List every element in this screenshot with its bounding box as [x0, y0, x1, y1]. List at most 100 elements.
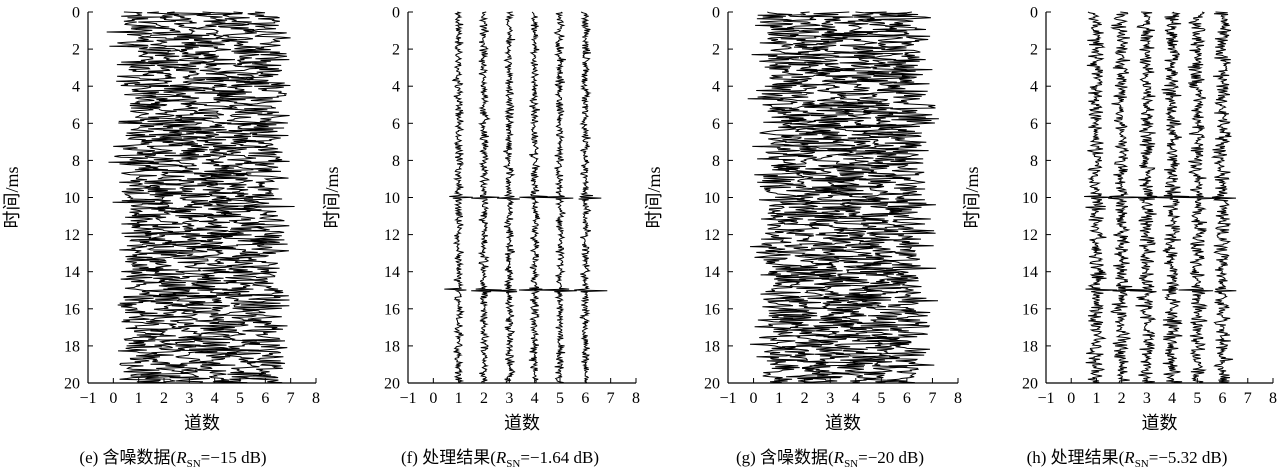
- x-tick-label: −1: [719, 390, 736, 407]
- caption-var: R: [175, 448, 187, 467]
- y-tick-label: 14: [64, 264, 80, 281]
- x-axis-label: 道数: [1142, 413, 1178, 433]
- y-tick-label: 10: [704, 190, 720, 207]
- y-tick-label: 0: [712, 5, 720, 22]
- y-tick-label: 20: [64, 376, 80, 393]
- y-tick-label: 14: [1022, 264, 1038, 281]
- y-tick-label: 16: [1022, 301, 1038, 318]
- caption-prefix: (g) 含噪数据(: [736, 448, 834, 467]
- x-tick-label: 5: [1193, 390, 1201, 407]
- x-tick-label: 4: [531, 390, 539, 407]
- caption-prefix: (h) 处理结果(: [1027, 448, 1125, 467]
- y-tick-label: 20: [384, 376, 400, 393]
- trace-3: [489, 11, 520, 383]
- x-tick-label: 3: [1143, 390, 1151, 407]
- y-tick-label: 0: [392, 5, 400, 22]
- y-tick-label: 8: [1030, 153, 1038, 170]
- caption-sub: SN: [187, 458, 201, 470]
- y-tick-label: 10: [384, 190, 400, 207]
- trace-3: [796, 11, 865, 384]
- y-tick-label: 12: [384, 227, 400, 244]
- trace-6: [1210, 11, 1237, 384]
- trace-2: [471, 11, 502, 383]
- y-tick-label: 12: [64, 227, 80, 244]
- y-tick-label: 6: [1030, 116, 1038, 133]
- trace-1: [1084, 11, 1118, 384]
- trace-1: [106, 11, 171, 384]
- x-tick-label: 1: [1092, 390, 1100, 407]
- trace-6: [871, 11, 939, 384]
- panel-caption: (f) 处理结果(RSN=−1.64 dB): [401, 448, 599, 470]
- x-axis-label: 道数: [825, 413, 861, 433]
- y-tick-label: 18: [704, 338, 720, 355]
- y-axis-label: 时间/ms: [962, 166, 982, 228]
- y-tick-label: 8: [72, 153, 80, 170]
- y-tick-label: 2: [1030, 42, 1038, 59]
- y-tick-label: 10: [1022, 190, 1038, 207]
- x-tick-label: 0: [750, 390, 758, 407]
- y-tick-label: 14: [384, 264, 400, 281]
- x-tick-label: 3: [505, 390, 513, 407]
- caption-suffix: =−15 dB): [201, 448, 267, 467]
- y-tick-label: 6: [712, 116, 720, 133]
- y-axis-label: 时间/ms: [644, 166, 664, 228]
- x-tick-label: 2: [480, 390, 488, 407]
- x-tick-label: 1: [455, 390, 463, 407]
- x-tick-label: −1: [1037, 390, 1054, 407]
- x-tick-label: 6: [903, 390, 911, 407]
- y-tick-label: 8: [392, 153, 400, 170]
- x-tick-label: 1: [135, 390, 143, 407]
- y-tick-label: 2: [392, 42, 400, 59]
- y-tick-label: 6: [392, 116, 400, 133]
- trace-4: [518, 11, 548, 383]
- y-tick-label: 0: [1030, 5, 1038, 22]
- x-tick-label: 2: [1118, 390, 1126, 407]
- x-tick-label: 6: [581, 390, 589, 407]
- x-tick-label: 8: [1269, 390, 1277, 407]
- panel-caption: (h) 处理结果(RSN=−5.32 dB): [1027, 448, 1228, 470]
- y-axis-label: 时间/ms: [2, 166, 22, 228]
- trace-6: [233, 11, 295, 384]
- x-tick-label: 0: [109, 390, 117, 407]
- trace-1: [444, 11, 473, 384]
- caption-suffix: =−5.32 dB): [1149, 448, 1228, 467]
- x-tick-label: 7: [607, 390, 615, 407]
- y-tick-label: 20: [704, 376, 720, 393]
- caption-sub: SN: [844, 458, 858, 470]
- y-tick-label: 2: [712, 42, 720, 59]
- trace-1: [747, 11, 810, 384]
- trace-2: [771, 11, 841, 384]
- y-tick-label: 6: [72, 116, 80, 133]
- trace-3: [158, 11, 219, 384]
- y-tick-label: 18: [384, 338, 400, 355]
- y-tick-label: 12: [1022, 227, 1038, 244]
- y-axis-label: 时间/ms: [322, 166, 342, 228]
- trace-6: [574, 11, 608, 383]
- y-tick-label: 18: [64, 338, 80, 355]
- trace-5: [849, 11, 915, 384]
- y-tick-label: 18: [1022, 338, 1038, 355]
- x-tick-label: 1: [775, 390, 783, 407]
- caption-sub: SN: [1135, 458, 1149, 470]
- x-tick-label: 5: [877, 390, 885, 407]
- y-tick-label: 12: [704, 227, 720, 244]
- x-tick-label: 4: [852, 390, 860, 407]
- x-tick-label: 2: [160, 390, 168, 407]
- x-tick-label: 4: [211, 390, 219, 407]
- x-tick-label: 6: [1219, 390, 1227, 407]
- trace-4: [184, 11, 246, 384]
- x-tick-label: 3: [826, 390, 834, 407]
- trace-2: [132, 11, 196, 383]
- y-tick-label: 2: [72, 42, 80, 59]
- y-tick-label: 16: [704, 301, 720, 318]
- y-tick-label: 8: [712, 153, 720, 170]
- x-axis-label: 道数: [184, 413, 220, 433]
- y-tick-label: 10: [64, 190, 80, 207]
- x-tick-label: 8: [954, 390, 962, 407]
- caption-prefix: (e) 含噪数据(: [79, 448, 176, 467]
- x-tick-label: 0: [429, 390, 437, 407]
